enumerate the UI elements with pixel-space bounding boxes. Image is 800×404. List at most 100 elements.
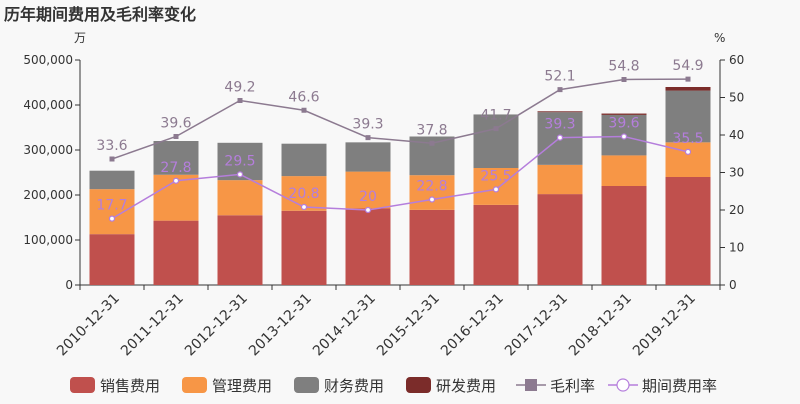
- x-tick-label: 2013-12-31: [246, 291, 315, 360]
- legend: 销售费用 管理费用 财务费用 研发费用 毛利率 期间费用率: [70, 377, 717, 395]
- bar-segment: [153, 141, 199, 175]
- bar-segment: [281, 143, 327, 177]
- gross-margin-point: [365, 135, 371, 141]
- bar-segment: [665, 87, 711, 91]
- legend-swatch: [70, 377, 95, 393]
- gross-margin-label: 46.6: [288, 89, 319, 105]
- y-left-unit-label: 万: [74, 31, 86, 45]
- x-tick-label: 2017-12-31: [502, 291, 571, 360]
- y-right-tick-label: 50: [729, 91, 744, 105]
- expense-ratio-label: 39.3: [544, 117, 575, 133]
- x-tick-label: 2015-12-31: [374, 291, 443, 360]
- chart-title: 历年期间费用及毛利率变化: [4, 5, 196, 24]
- bar-segment: [217, 180, 263, 216]
- y-right-tick-label: 20: [729, 203, 744, 217]
- legend-swatch: [406, 377, 431, 393]
- legend-label: 管理费用: [212, 377, 272, 395]
- expense-ratio-point: [492, 186, 500, 193]
- bar-segment: [153, 220, 199, 285]
- y-right-tick-label: 40: [729, 128, 744, 142]
- gross-margin-label: 54.8: [608, 59, 639, 75]
- gross-margin-point: [173, 134, 179, 139]
- x-tick-label: 2014-12-31: [310, 291, 379, 360]
- gross-margin-point: [557, 87, 563, 93]
- legend-marker: [616, 378, 630, 392]
- expense-ratio-point: [428, 196, 436, 203]
- expense-ratio-label: 25.5: [480, 168, 511, 184]
- gross-margin-point: [109, 156, 115, 162]
- bar-segment: [665, 90, 711, 143]
- bar-segment: [345, 142, 391, 172]
- bar-segment: [473, 204, 519, 285]
- y-left-tick-label: 400,000: [23, 98, 73, 112]
- bar-segment: [217, 215, 263, 285]
- bar-segment: [345, 208, 391, 285]
- gross-margin-label: 37.8: [416, 122, 447, 138]
- legend-label: 销售费用: [100, 377, 160, 395]
- gross-margin-point: [237, 98, 243, 103]
- expense-ratio-label: 22.8: [416, 179, 447, 195]
- x-tick-label: 2011-12-31: [118, 291, 187, 360]
- expense-ratio-point: [300, 203, 308, 211]
- x-tick-label: 2012-12-31: [182, 291, 251, 360]
- gross-margin-point: [301, 107, 307, 113]
- gross-margin-label: 39.3: [352, 117, 383, 133]
- expense-ratio-point: [556, 134, 564, 141]
- legend-label: 财务费用: [324, 377, 384, 395]
- bar-segment: [89, 234, 135, 285]
- x-tick-label: 2010-12-31: [54, 291, 123, 360]
- x-tick-label: 2016-12-31: [438, 291, 507, 360]
- gross-margin-label: 39.6: [160, 116, 191, 132]
- gross-margin-label: 41.7: [480, 108, 511, 124]
- y-left-tick-label: 100,000: [23, 233, 73, 247]
- gross-margin-point: [621, 77, 627, 82]
- expense-ratio-label: 39.6: [608, 116, 639, 132]
- bar-segment: [281, 210, 327, 285]
- y-left-tick-label: 200,000: [23, 188, 73, 202]
- expense-ratio-label: 20: [359, 189, 377, 205]
- x-tick-label: 2019-12-31: [630, 291, 699, 360]
- expense-ratio-label: 35.5: [672, 131, 703, 147]
- legend-label: 研发费用: [436, 377, 496, 395]
- expense-ratio-point: [364, 206, 372, 214]
- legend-swatch: [294, 377, 319, 393]
- expense-ratio-label: 27.8: [160, 160, 191, 176]
- gross-margin-label: 54.9: [672, 58, 703, 74]
- expense-ratio-label: 20.8: [288, 186, 319, 202]
- y-left-tick-label: 0: [65, 278, 73, 292]
- legend-label: 期间费用率: [642, 377, 717, 395]
- bar-segment: [89, 170, 135, 190]
- expense-ratio-line: [111, 135, 689, 220]
- y-right-tick-label: 10: [729, 241, 744, 255]
- legend-swatch: [182, 377, 207, 393]
- expense-ratio-point: [108, 215, 116, 222]
- bar-segment: [601, 155, 647, 186]
- gross-margin-label: 33.6: [96, 138, 127, 154]
- bar-segment: [409, 209, 455, 285]
- bar-segment: [409, 175, 455, 210]
- x-tick-label: 2018-12-31: [566, 291, 635, 360]
- bar-segment: [601, 113, 647, 115]
- gross-margin-label: 52.1: [544, 69, 575, 85]
- line-layer: 33.6 39.6 49.2 46.6 39.3 37.8 41.7 52.1 54.8 54.9…: [96, 58, 704, 222]
- expense-ratio-point: [684, 148, 692, 155]
- legend-label: 毛利率: [550, 377, 595, 395]
- y-left-tick-label: 300,000: [23, 143, 73, 157]
- gross-margin-label: 49.2: [224, 80, 255, 96]
- legend-marker: [525, 379, 537, 391]
- bar-segment: [537, 194, 583, 285]
- gross-margin-point: [429, 140, 435, 146]
- bar-segment: [665, 177, 711, 285]
- expense-ratio-point: [620, 133, 628, 140]
- bar-segment: [537, 111, 583, 113]
- bar-segment: [345, 171, 391, 209]
- y-right-unit-label: %: [714, 31, 725, 45]
- gross-margin-point: [493, 126, 499, 132]
- y-right-tick-label: 30: [729, 166, 744, 180]
- y-right-tick-label: 0: [729, 278, 737, 292]
- y-left-tick-label: 500,000: [23, 53, 73, 67]
- expense-ratio-label: 17.7: [96, 198, 127, 214]
- expense-ratio-label: 29.5: [224, 153, 255, 169]
